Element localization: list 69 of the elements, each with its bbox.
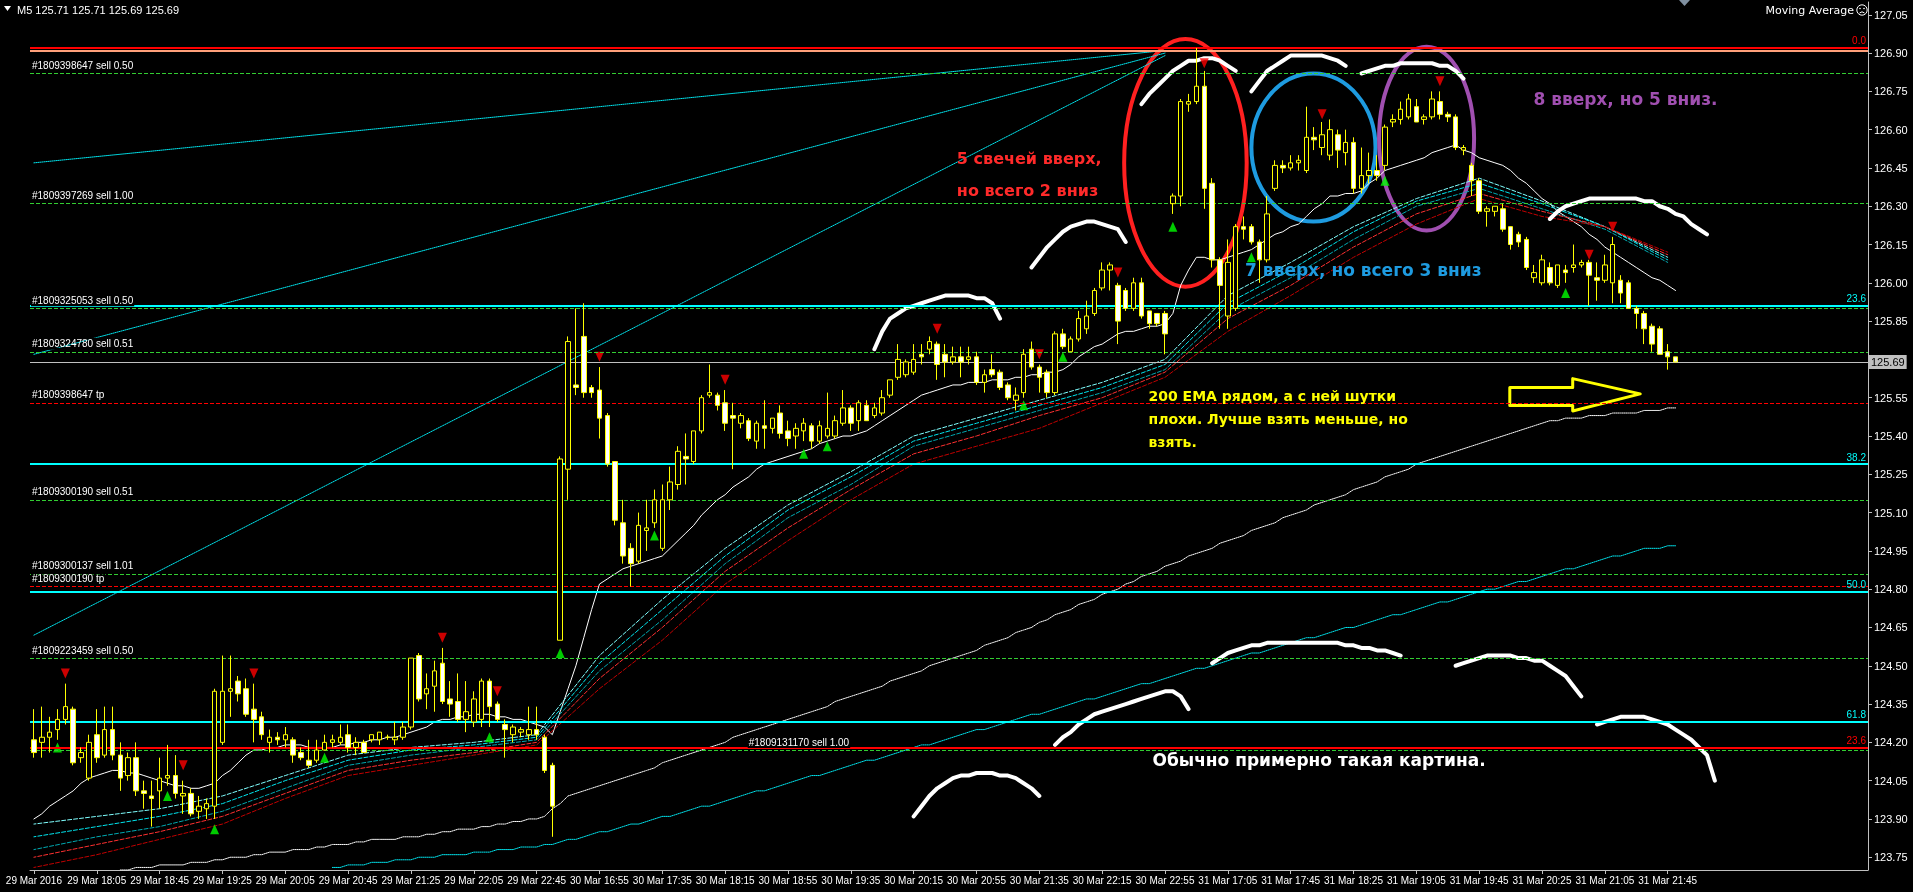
y-tick-label: 124.20 — [1874, 736, 1908, 749]
x-tick-label: 31 Mar 21:45 — [1638, 874, 1698, 886]
y-tick-label: 126.60 — [1874, 123, 1908, 136]
ref-line-label: #1809300190 sell 0.51 — [32, 486, 134, 498]
x-tick-label: 30 Mar 22:15 — [1072, 874, 1133, 886]
y-tick-label: 124.50 — [1874, 659, 1908, 672]
annotation: 23.6 — [1846, 734, 1867, 746]
annotation: 23.6 — [1846, 293, 1867, 305]
x-tick-label: 30 Mar 21:35 — [1009, 874, 1070, 886]
y-tick-label: 126.00 — [1874, 276, 1908, 289]
ref-line-label: #1809131170 sell 1.00 — [748, 736, 850, 748]
x-tick-label: 31 Mar 18:25 — [1324, 874, 1384, 886]
annotation: 0.0 — [1852, 35, 1867, 47]
x-tick-label: 31 Mar 19:45 — [1449, 874, 1510, 886]
x-tick-label: 29 Mar 21:25 — [381, 874, 441, 886]
x-tick-label: 31 Mar 21:05 — [1575, 874, 1635, 886]
ref-line-label: #1809223459 sell 0.50 — [32, 644, 134, 656]
y-tick-label: 124.35 — [1874, 698, 1908, 711]
y-tick-label: 124.05 — [1874, 774, 1908, 787]
annotation: 200 EMA рядом, а с ней шутки плохи. Лучше взять меньше, но взять. — [1148, 388, 1409, 451]
y-tick-label: 125.10 — [1874, 506, 1908, 519]
x-tick-label: 29 Mar 2016 — [5, 874, 63, 886]
x-tick-label: 30 Mar 16:55 — [570, 874, 630, 886]
ref-line-label: 125.69 — [1871, 355, 1905, 368]
annotation: 38.2 — [1846, 451, 1867, 463]
x-tick-label: 29 Mar 20:05 — [255, 874, 316, 886]
x-tick-label: 29 Mar 18:45 — [130, 874, 190, 886]
x-tick-label: 29 Mar 18:05 — [67, 874, 127, 886]
x-tick-label: 29 Mar 22:05 — [444, 874, 504, 886]
y-tick-label: 125.40 — [1874, 430, 1908, 442]
y-tick-label: 126.30 — [1874, 200, 1908, 213]
y-tick-label: 126.75 — [1874, 85, 1908, 98]
y-tick-label: 124.95 — [1874, 544, 1908, 557]
y-tick-label: 125.25 — [1874, 468, 1908, 481]
ref-line-label: #1809397269 sell 1.00 — [32, 190, 134, 202]
ref-line-label: #1809325053 sell 0.50 — [32, 294, 134, 306]
y-tick-label: 123.90 — [1874, 812, 1908, 825]
y-tick-label: 126.45 — [1874, 161, 1908, 174]
y-tick-label: 126.15 — [1874, 238, 1908, 251]
x-tick-label: 29 Mar 20:45 — [318, 874, 379, 886]
x-tick-label: 30 Mar 20:55 — [947, 874, 1007, 886]
annotation: 61.8 — [1846, 709, 1867, 721]
annotation: 8 вверх, но 5 вниз. — [1533, 89, 1718, 110]
ref-line-label: #1809300190 tp — [32, 573, 105, 585]
x-tick-label: 29 Mar 19:25 — [192, 874, 253, 886]
x-tick-label: 31 Mar 17:05 — [1198, 874, 1258, 886]
y-tick-label: 127.05 — [1874, 8, 1908, 21]
annotation: Обычно примерно такая картина. — [1152, 750, 1486, 771]
chart-title: M5 125.71 125.71 125.69 125.69 — [17, 3, 180, 16]
x-tick-label: 30 Mar 18:55 — [758, 874, 818, 886]
x-tick-label: 30 Mar 18:15 — [695, 874, 756, 886]
x-tick-label: 30 Mar 19:35 — [821, 874, 881, 886]
x-tick-label: 29 Mar 22:45 — [507, 874, 567, 886]
y-tick-label: 125.55 — [1874, 391, 1908, 404]
annotation: Moving Average — [1765, 3, 1855, 17]
x-tick-label: 31 Mar 20:25 — [1512, 874, 1572, 886]
y-tick-label: 125.85 — [1874, 315, 1908, 328]
y-tick-label: 124.65 — [1874, 621, 1908, 634]
x-tick-label: 31 Mar 17:45 — [1261, 874, 1321, 886]
ref-line-label: #1809398647 sell 0.50 — [32, 59, 134, 71]
y-tick-label: 124.80 — [1874, 583, 1908, 596]
x-tick-label: 30 Mar 17:35 — [632, 874, 693, 886]
ref-line-label: #1809398647 tp — [32, 389, 105, 401]
x-tick-label: 30 Mar 20:15 — [884, 874, 944, 886]
x-tick-label: 31 Mar 19:05 — [1386, 874, 1447, 886]
y-tick-label: 123.75 — [1874, 851, 1908, 864]
ref-line-label: #1809300137 sell 1.01 — [32, 560, 134, 572]
y-tick-label: 126.90 — [1874, 47, 1908, 60]
x-tick-label: 30 Mar 22:55 — [1135, 874, 1195, 886]
